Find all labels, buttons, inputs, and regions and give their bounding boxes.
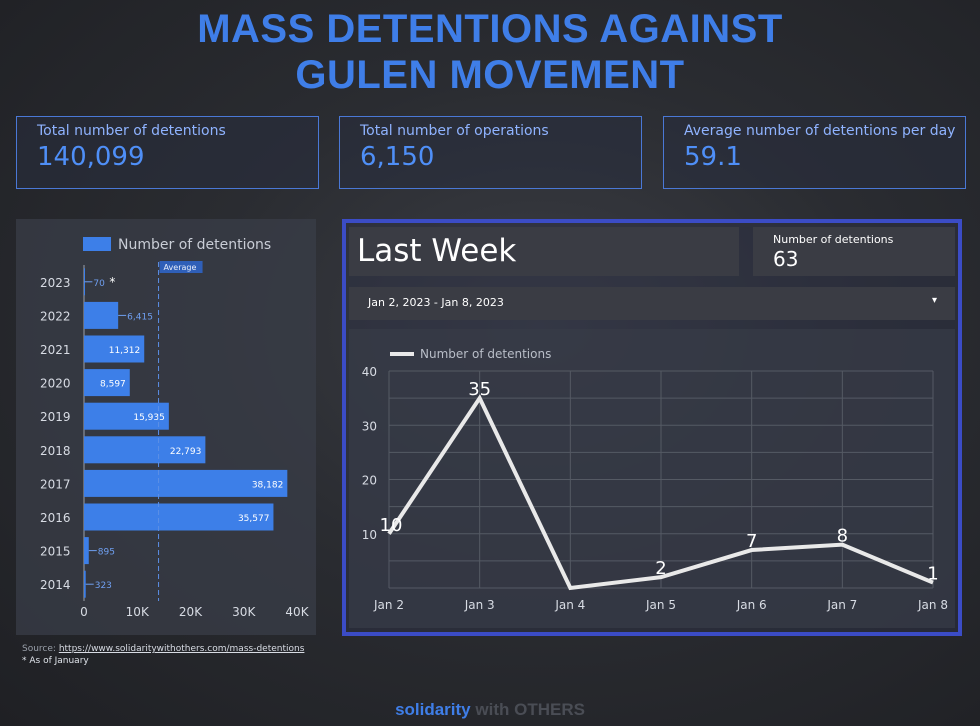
y-tick-label: 30 [362, 419, 377, 433]
metric-value: 63 [773, 247, 799, 271]
last-week-metric: Number of detentions 63 [753, 227, 955, 276]
point-value-label: 2 [655, 558, 666, 579]
bar [84, 537, 89, 565]
bar-category-label: 2018 [40, 444, 71, 458]
bar-value-label: 70 [93, 279, 105, 289]
point-value-label: 1 [927, 564, 938, 585]
kpi-label: Total number of operations [360, 123, 549, 139]
x-tick-label: Jan 3 [464, 598, 495, 612]
bar-category-label: 2023 [40, 276, 71, 290]
source-link[interactable]: https://www.solidaritywithothers.com/mas… [58, 644, 305, 654]
bar-category-label: 2021 [40, 343, 71, 357]
bar [84, 369, 130, 397]
kpi-value: 59.1 [684, 142, 742, 172]
x-tick-label: Jan 6 [736, 598, 767, 612]
bar-asterisk-note: * [109, 275, 115, 289]
daily-detentions-line-chart: Number of detentions 10 20 30 40 Jan 2 Jan 3 Ja… [362, 347, 948, 612]
legend-swatch [83, 237, 111, 251]
brand-part-2: with OTHERS [470, 700, 585, 719]
bar-value-label: 35,577 [238, 514, 270, 524]
kpi-label: Average number of detentions per day [684, 123, 956, 139]
bar-value-label: 323 [95, 581, 112, 591]
bar [84, 301, 119, 329]
x-tick-label: Jan 2 [373, 598, 404, 612]
footnote: * As of January [22, 656, 89, 666]
kpi-label: Total number of detentions [37, 123, 226, 139]
yearly-detentions-bar-chart: Number of detentions 2023 70 * 2022 6,415 2021… [40, 237, 310, 619]
bar-category-label: 2015 [40, 545, 71, 559]
date-range-selector[interactable]: Jan 2, 2023 - Jan 8, 2023 ▾ [349, 287, 955, 320]
bar-category-label: 2016 [40, 511, 71, 525]
bar-value-label: 11,312 [109, 346, 141, 356]
kpi-value: 6,150 [360, 142, 435, 172]
chevron-down-icon[interactable]: ▾ [931, 295, 937, 306]
bar-value-label: 8,597 [100, 380, 126, 390]
legend-label: Number of detentions [420, 347, 551, 361]
yearly-detentions-panel: Number of detentions 2023 70 * 2022 6,415 2021… [16, 219, 316, 635]
bar-value-label: 22,793 [170, 447, 202, 457]
point-value-label: 35 [468, 379, 491, 400]
bar [84, 335, 145, 363]
x-tick-label: Jan 7 [826, 598, 857, 612]
x-tick-label: Jan 4 [554, 598, 585, 612]
point-value-label: 7 [746, 531, 757, 552]
bar [84, 436, 206, 464]
kpi-total-detentions: Total number of detentions 140,099 [16, 116, 319, 189]
kpi-average-per-day: Average number of detentions per day 59.… [663, 116, 966, 189]
date-range-text: Jan 2, 2023 - Jan 8, 2023 [368, 296, 504, 309]
footer-brand: solidarity with OTHERS [0, 700, 980, 720]
x-tick-label: 10K [126, 605, 150, 619]
series-line [387, 394, 934, 591]
bar [84, 469, 288, 497]
bar-value-label: 38,182 [252, 480, 284, 490]
last-week-title: Last Week [349, 227, 739, 276]
bar-value-label: 15,935 [133, 413, 165, 423]
brand-part-1: solidarity [395, 700, 471, 719]
page-title: MASS DETENTIONS AGAINST GULEN MOVEMENT [0, 6, 980, 98]
x-tick-label: Jan 5 [645, 598, 676, 612]
kpi-total-operations: Total number of operations 6,150 [339, 116, 642, 189]
x-tick-label: Jan 8 [917, 598, 948, 612]
bar [84, 570, 86, 598]
point-value-label: 8 [837, 526, 848, 547]
metric-label: Number of detentions [773, 233, 894, 246]
y-tick-label: 20 [362, 474, 377, 488]
bar-category-label: 2020 [40, 377, 71, 391]
source-prefix: Source: [22, 644, 59, 654]
bar-category-label: 2017 [40, 477, 71, 491]
y-tick-label: 40 [362, 365, 377, 379]
bar-value-label: 6,415 [127, 312, 153, 322]
source-note: Source: https://www.solidaritywithothers… [22, 644, 304, 666]
x-tick-label: 40K [285, 605, 309, 619]
x-tick-label: 0 [80, 605, 88, 619]
daily-detentions-panel: Number of detentions 10 20 30 40 Jan 2 Jan 3 Ja… [349, 329, 955, 628]
x-tick-label: 30K [232, 605, 256, 619]
y-tick-label: 10 [362, 528, 377, 542]
bar-category-label: 2022 [40, 309, 71, 323]
title-line-1: MASS DETENTIONS AGAINST [197, 7, 783, 51]
bar-category-label: 2014 [40, 578, 71, 592]
average-label-box [159, 261, 203, 273]
average-label: Average [164, 263, 197, 272]
legend-label: Number of detentions [118, 237, 271, 253]
bar [84, 402, 169, 430]
title-line-2: GULEN MOVEMENT [295, 53, 685, 97]
kpi-value: 140,099 [37, 142, 145, 172]
bar-value-label: 895 [98, 548, 115, 558]
bar [84, 503, 274, 531]
bar-category-label: 2019 [40, 410, 71, 424]
point-value-label: 10 [380, 515, 403, 536]
x-tick-label: 20K [179, 605, 203, 619]
